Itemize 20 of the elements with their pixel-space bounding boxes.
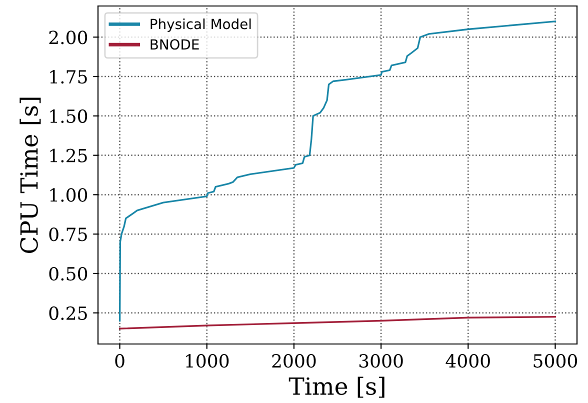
legend-label: Physical Model <box>150 18 251 32</box>
y-tick-label: 1.00 <box>50 188 88 202</box>
y-tick-label: 1.50 <box>50 109 88 124</box>
x-axis-title: Time [s] <box>288 376 384 398</box>
y-tick-label: 1.75 <box>50 70 87 84</box>
x-tick-label: 5000 <box>534 354 578 368</box>
x-tick-label: 1000 <box>186 354 229 368</box>
y-tick-label: 2.00 <box>49 30 88 44</box>
x-tick-label: 0 <box>115 354 124 368</box>
y-tick-label: 1.25 <box>50 148 87 162</box>
legend-label: BNODE <box>150 39 199 50</box>
line-series <box>118 316 556 330</box>
y-axis-title: CPU Time [s] <box>20 98 41 253</box>
x-tick-label: 4000 <box>446 354 490 368</box>
y-tick-label: 0.75 <box>49 228 87 242</box>
x-tick-label: 3000 <box>359 354 403 368</box>
y-tick-label: 0.25 <box>49 306 87 320</box>
y-tick-label: 0.50 <box>49 266 88 281</box>
x-tick-label: 2000 <box>272 354 316 368</box>
line-series <box>118 20 556 322</box>
